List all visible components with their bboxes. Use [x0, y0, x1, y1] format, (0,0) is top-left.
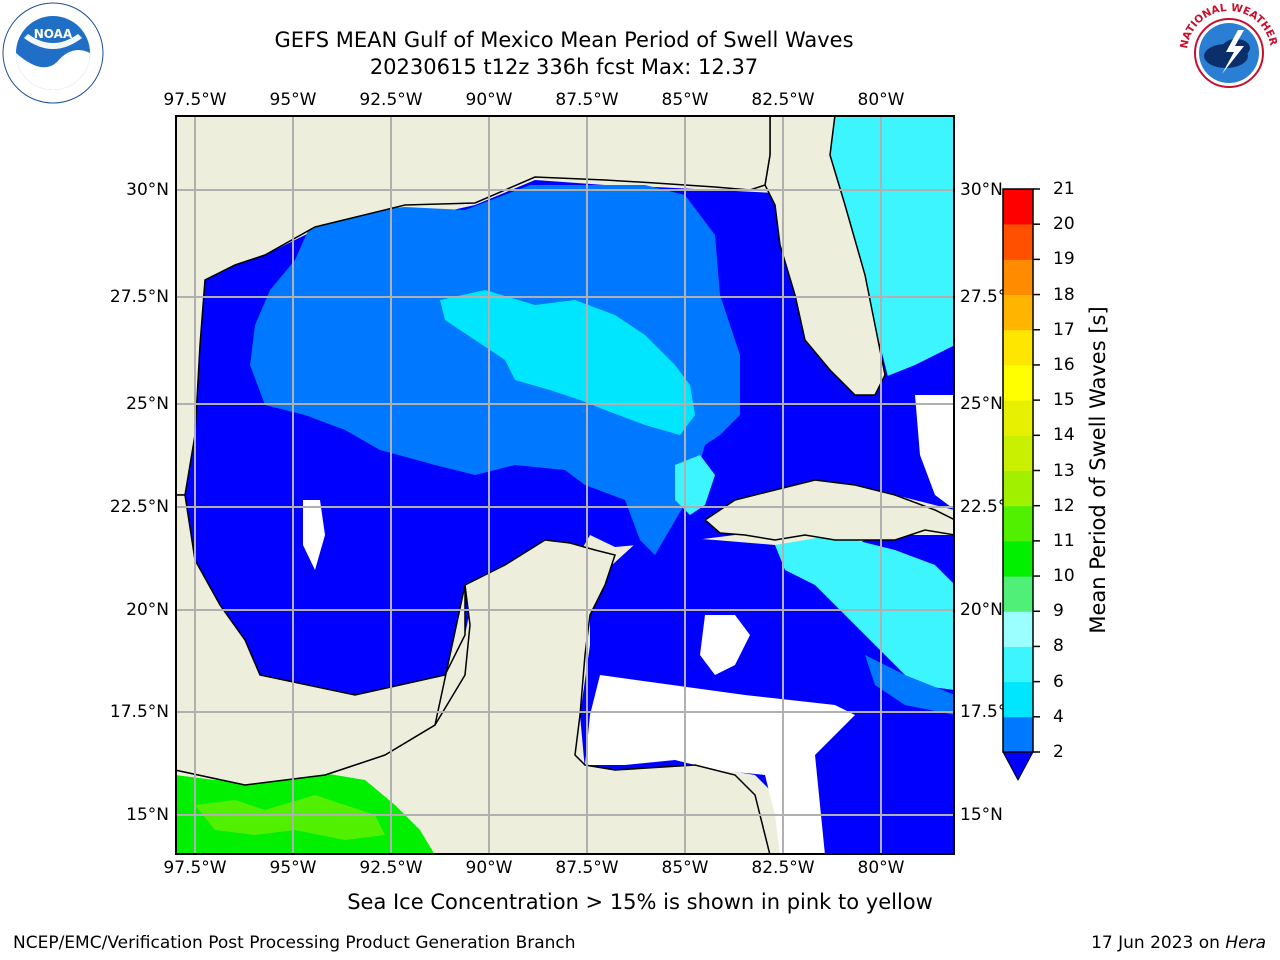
lat-label-right: 30°N [960, 180, 1003, 200]
colorbar-label: Mean Period of Swell Waves [s] [1086, 306, 1110, 634]
colorbar-block [1003, 681, 1033, 718]
lon-label-bottom: 80°W [857, 858, 905, 878]
colorbar-tick-label: 14 [1053, 425, 1075, 446]
colorbar-tick-label: 13 [1053, 460, 1075, 481]
colorbar-block [1003, 646, 1033, 683]
colorbar-tick-label: 20 [1053, 214, 1075, 235]
florida-land [764, 115, 886, 396]
colorbar-tick-label: 6 [1053, 671, 1064, 692]
map-subtitle: 20230615 t12z 336h fcst Max: 12.37 [369, 55, 759, 79]
gulf-swell-high [440, 290, 695, 435]
colorbar-block [1003, 470, 1033, 507]
colorbar-tick-label: 15 [1053, 390, 1075, 411]
colorbar-tick-label: 16 [1053, 354, 1075, 375]
nws-logo: NATIONAL WEATHER SERVICE [1178, 2, 1280, 102]
footer-host: Hera [1225, 933, 1266, 953]
lat-label-right: 15°N [960, 805, 1003, 825]
noaa-logo: NOAA [2, 2, 104, 104]
lat-label-left: 15°N [126, 805, 169, 825]
lon-label-top: 97.5°W [163, 90, 227, 110]
lon-label-bottom: 82.5°W [751, 858, 815, 878]
missing-data-patch [585, 675, 855, 855]
missing-data-patch [700, 615, 750, 675]
lat-label-left: 20°N [126, 600, 169, 620]
gulf-map [175, 115, 955, 855]
colorbar-tick-label: 11 [1053, 530, 1075, 551]
colorbar-tick-label: 18 [1053, 284, 1075, 305]
colorbar-tick-label: 9 [1053, 601, 1064, 622]
footer-credit: NCEP/EMC/Verification Post Processing Pr… [13, 933, 576, 953]
colorbar-tick-label: 12 [1053, 495, 1075, 516]
colorbar-block [1003, 364, 1033, 401]
colorbar [1002, 188, 1040, 782]
colorbar-block [1003, 400, 1033, 436]
colorbar-tick-label: 10 [1053, 566, 1075, 587]
lon-label-bottom: 85°W [661, 858, 709, 878]
lon-label-top: 85°W [661, 90, 709, 110]
sea-ice-note: Sea Ice Concentration > 15% is shown in … [347, 890, 933, 914]
lat-label-left: 17.5°N [109, 702, 169, 722]
colorbar-tick-label: 8 [1053, 636, 1064, 657]
colorbar-block [1003, 716, 1033, 753]
lon-label-top: 95°W [269, 90, 317, 110]
colorbar-block [1003, 540, 1033, 577]
atlantic-swell-field [830, 115, 955, 385]
noaa-logo-text: NOAA [34, 27, 73, 41]
colorbar-block [1003, 294, 1033, 331]
map-title: GEFS MEAN Gulf of Mexico Mean Period of … [274, 28, 854, 52]
lon-label-top: 82.5°W [751, 90, 815, 110]
colorbar-block [1003, 259, 1033, 296]
colorbar-block [1003, 576, 1033, 612]
colorbar-tick-label: 17 [1053, 319, 1075, 340]
footer-date-text: 17 Jun 2023 on [1091, 933, 1226, 953]
colorbar-extend-arrow [1002, 751, 1034, 782]
gulf-swell-mid [250, 185, 740, 555]
colorbar-tick-label: 21 [1053, 179, 1075, 199]
lon-label-top: 80°W [857, 90, 905, 110]
colorbar-block [1003, 435, 1033, 471]
cuba-land [703, 479, 955, 541]
lat-label-left: 22.5°N [109, 497, 169, 517]
colorbar-block [1003, 611, 1033, 647]
colorbar-block [1003, 505, 1033, 542]
missing-data-patch [303, 500, 325, 570]
lon-label-top: 90°W [465, 90, 513, 110]
lon-label-top: 92.5°W [359, 90, 423, 110]
map-frame [175, 115, 955, 855]
lon-label-bottom: 95°W [269, 858, 317, 878]
lon-label-bottom: 87.5°W [555, 858, 619, 878]
colorbar-tick-label: 19 [1053, 249, 1075, 270]
lon-label-bottom: 92.5°W [359, 858, 423, 878]
gridlines [175, 115, 955, 855]
lat-label-right: 20°N [960, 600, 1003, 620]
colorbar-block [1003, 329, 1033, 366]
missing-data-patch [915, 395, 955, 510]
colorbar-block [1003, 189, 1033, 225]
caribbean-swell-mid [865, 655, 955, 715]
lat-label-left: 27.5°N [109, 287, 169, 307]
colorbar-block [1003, 224, 1033, 260]
lat-label-left: 25°N [126, 394, 169, 414]
lon-label-bottom: 97.5°W [163, 858, 227, 878]
lon-label-bottom: 90°W [465, 858, 513, 878]
pacific-swell-field-light [195, 795, 385, 840]
colorbar-tick-label: 4 [1053, 706, 1064, 727]
lon-label-top: 87.5°W [555, 90, 619, 110]
footer-date: 17 Jun 2023 on Hera [1091, 933, 1266, 953]
lat-label-left: 30°N [126, 180, 169, 200]
colorbar-tick-label: 2 [1053, 742, 1064, 762]
lat-label-right: 25°N [960, 394, 1003, 414]
caribbean-swell-high [775, 535, 955, 690]
